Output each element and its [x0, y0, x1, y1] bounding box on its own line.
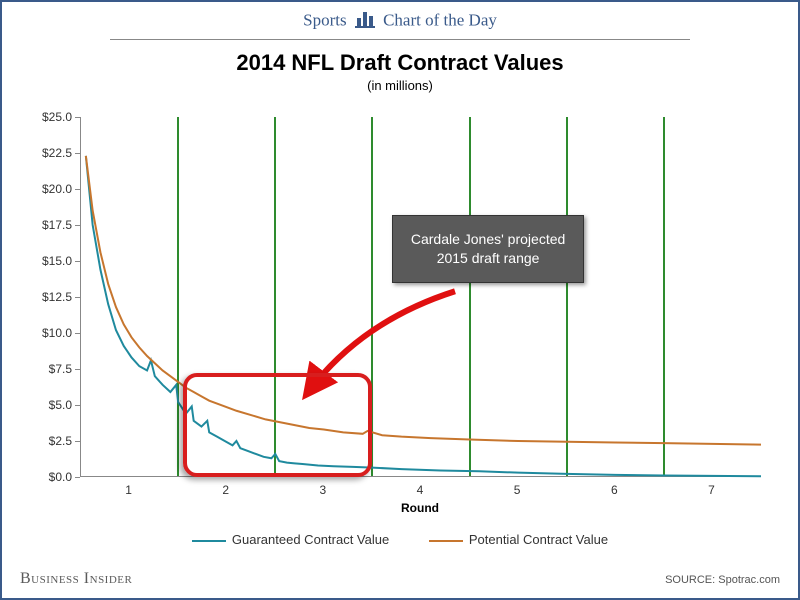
- legend-label: Potential Contract Value: [469, 532, 608, 547]
- xtick-label: 6: [611, 483, 618, 497]
- title-block: 2014 NFL Draft Contract Values (in milli…: [2, 40, 798, 93]
- plot: Cardale Jones' projected 2015 draft rang…: [80, 117, 760, 477]
- header-sports-label: Sports: [303, 10, 346, 29]
- chart-subtitle: (in millions): [2, 78, 798, 93]
- legend-item-potential: Potential Contract Value: [429, 532, 608, 547]
- xtick-label: 3: [320, 483, 327, 497]
- ytick-label: $25.0: [22, 110, 72, 124]
- ytick-label: $2.5: [22, 434, 72, 448]
- legend: Guaranteed Contract Value Potential Cont…: [2, 532, 798, 547]
- xtick-label: 1: [125, 483, 132, 497]
- ytick-label: $17.5: [22, 218, 72, 232]
- source-value: Spotrac.com: [718, 574, 780, 586]
- xtick-label: 5: [514, 483, 521, 497]
- ytick-label: $15.0: [22, 254, 72, 268]
- xtick-label: 7: [708, 483, 715, 497]
- ytick-label: $7.5: [22, 362, 72, 376]
- chart-title: 2014 NFL Draft Contract Values: [2, 50, 798, 76]
- highlight-box: [183, 373, 372, 477]
- xtick-label: 2: [222, 483, 229, 497]
- legend-label: Guaranteed Contract Value: [232, 532, 389, 547]
- ytick-label: $5.0: [22, 398, 72, 412]
- annotation-box: Cardale Jones' projected 2015 draft rang…: [392, 215, 584, 283]
- xtick-label: 4: [417, 483, 424, 497]
- x-axis-label: Round: [80, 501, 760, 515]
- ytick-label: $20.0: [22, 182, 72, 196]
- header: Sports Chart of the Day: [2, 2, 798, 37]
- ytick-label: $10.0: [22, 326, 72, 340]
- ytick-label: $12.5: [22, 290, 72, 304]
- ytick-label: $0.0: [22, 470, 72, 484]
- legend-swatch-icon: [192, 540, 226, 542]
- header-cotd-label: Chart of the Day: [383, 10, 497, 29]
- legend-item-guaranteed: Guaranteed Contract Value: [192, 532, 389, 547]
- ytick-label: $22.5: [22, 146, 72, 160]
- legend-swatch-icon: [429, 540, 463, 542]
- footer-source: SOURCE: Spotrac.com: [665, 574, 780, 586]
- bar-chart-icon: [355, 10, 375, 33]
- source-label: SOURCE:: [665, 574, 718, 586]
- footer-brand: Business Insider: [20, 570, 132, 588]
- chart-area: Cardale Jones' projected 2015 draft rang…: [80, 117, 760, 477]
